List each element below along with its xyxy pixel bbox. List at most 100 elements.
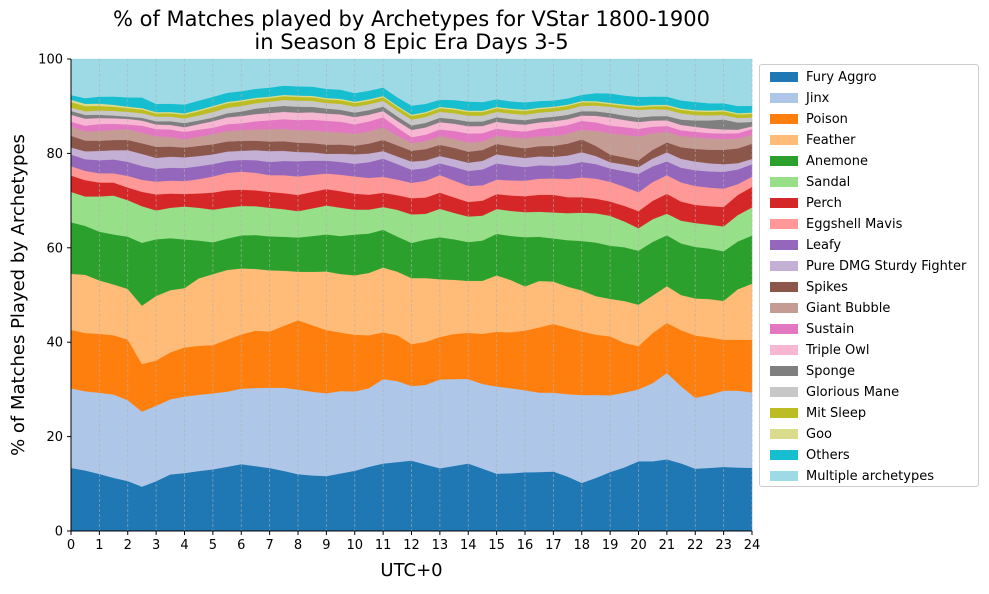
y-tick-label-3: 60 [46, 241, 63, 256]
legend-label-5: Sandal [806, 174, 851, 190]
legend-swatch-7 [770, 219, 798, 229]
x-axis-label: UTC+0 [380, 560, 442, 581]
x-tick-label-22: 22 [687, 538, 704, 553]
legend-swatch-11 [770, 303, 798, 313]
legend: Fury Aggro Jinx Poison Feather Anemone Sandal… [759, 64, 979, 487]
legend-label-8: Leafy [806, 237, 842, 253]
x-tick-label-9: 9 [322, 538, 330, 553]
x-tick-label-19: 19 [602, 538, 619, 553]
x-tick-label-23: 23 [715, 538, 732, 553]
legend-item-19: Multiple archetypes [770, 467, 934, 485]
legend-swatch-3 [770, 135, 798, 145]
legend-swatch-16 [770, 408, 798, 418]
legend-label-17: Goo [806, 426, 832, 442]
legend-label-10: Spikes [806, 279, 848, 295]
legend-label-11: Giant Bubble [806, 300, 891, 316]
x-tick-label-1: 1 [95, 538, 103, 553]
legend-swatch-0 [770, 72, 798, 82]
y-axis-label: % of Matches Played by Archetypes [8, 134, 29, 456]
legend-label-13: Triple Owl [806, 342, 870, 358]
chart-title-line-0: % of Matches played by Archetypes for VS… [113, 7, 710, 31]
legend-item-13: Triple Owl [770, 341, 869, 359]
x-tick-label-5: 5 [209, 538, 217, 553]
y-tick-label-0: 0 [55, 525, 63, 540]
legend-item-9: Pure DMG Sturdy Fighter [770, 257, 966, 275]
x-tick-label-0: 0 [67, 538, 75, 553]
legend-label-15: Glorious Mane [806, 384, 900, 400]
x-tick-label-3: 3 [152, 538, 160, 553]
legend-item-11: Giant Bubble [770, 299, 890, 317]
y-tick-label-5: 100 [38, 53, 63, 68]
legend-item-14: Sponge [770, 362, 855, 380]
legend-item-0: Fury Aggro [770, 68, 877, 86]
x-tick-label-15: 15 [488, 538, 505, 553]
legend-swatch-9 [770, 261, 798, 271]
legend-item-8: Leafy [770, 236, 841, 254]
x-tick-label-7: 7 [265, 538, 273, 553]
legend-swatch-8 [770, 240, 798, 250]
x-tick-label-17: 17 [545, 538, 562, 553]
legend-item-18: Others [770, 446, 850, 464]
legend-label-6: Perch [806, 195, 842, 211]
legend-item-10: Spikes [770, 278, 848, 296]
x-tick-label-8: 8 [294, 538, 302, 553]
legend-label-14: Sponge [806, 363, 855, 379]
legend-swatch-14 [770, 366, 798, 376]
chart-title: % of Matches played by Archetypes for VS… [113, 7, 710, 54]
y-tick-label-4: 80 [46, 147, 63, 162]
y-tick-label-1: 20 [46, 430, 63, 445]
legend-swatch-18 [770, 450, 798, 460]
legend-swatch-13 [770, 345, 798, 355]
legend-item-5: Sandal [770, 173, 850, 191]
legend-label-0: Fury Aggro [806, 69, 877, 85]
legend-label-2: Poison [806, 111, 848, 127]
legend-swatch-10 [770, 282, 798, 292]
legend-swatch-2 [770, 114, 798, 124]
legend-label-16: Mit Sleep [806, 405, 867, 421]
x-tick-label-14: 14 [460, 538, 477, 553]
legend-item-4: Anemone [770, 152, 868, 170]
legend-swatch-4 [770, 156, 798, 166]
x-tick-label-6: 6 [237, 538, 245, 553]
x-tick-label-11: 11 [375, 538, 392, 553]
x-tick-label-12: 12 [403, 538, 420, 553]
legend-swatch-15 [770, 387, 798, 397]
legend-item-12: Sustain [770, 320, 854, 338]
legend-item-7: Eggshell Mavis [770, 215, 902, 233]
legend-swatch-6 [770, 198, 798, 208]
legend-item-15: Glorious Mane [770, 383, 899, 401]
legend-item-16: Mit Sleep [770, 404, 866, 422]
legend-swatch-5 [770, 177, 798, 187]
legend-label-1: Jinx [806, 90, 830, 106]
legend-swatch-1 [770, 93, 798, 103]
x-tick-label-2: 2 [124, 538, 132, 553]
x-tick-label-20: 20 [630, 538, 647, 553]
x-tick-label-4: 4 [180, 538, 188, 553]
legend-item-2: Poison [770, 110, 848, 128]
legend-item-1: Jinx [770, 89, 829, 107]
legend-label-3: Feather [806, 132, 856, 148]
legend-item-17: Goo [770, 425, 832, 443]
legend-label-4: Anemone [806, 153, 868, 169]
legend-label-7: Eggshell Mavis [806, 216, 903, 232]
legend-swatch-12 [770, 324, 798, 334]
x-tick-label-10: 10 [346, 538, 363, 553]
chart-title-line-1: in Season 8 Epic Era Days 3-5 [254, 30, 568, 54]
legend-item-6: Perch [770, 194, 842, 212]
x-tick-label-24: 24 [744, 538, 761, 553]
x-tick-label-21: 21 [659, 538, 676, 553]
legend-swatch-17 [770, 429, 798, 439]
legend-swatch-19 [770, 471, 798, 481]
x-tick-label-13: 13 [432, 538, 449, 553]
x-tick-label-18: 18 [573, 538, 590, 553]
axes: 0 1 2 3 4 5 6 7 8 9 10 11 12 13 14 15 16 17 18 19 20 21 22 23 24… [38, 53, 760, 554]
x-tick-label-16: 16 [517, 538, 534, 553]
legend-item-3: Feather [770, 131, 855, 149]
legend-label-18: Others [806, 447, 850, 463]
legend-label-19: Multiple archetypes [806, 468, 934, 484]
y-tick-label-2: 40 [46, 336, 63, 351]
grid-lines [70, 59, 753, 531]
legend-label-9: Pure DMG Sturdy Fighter [806, 258, 967, 274]
